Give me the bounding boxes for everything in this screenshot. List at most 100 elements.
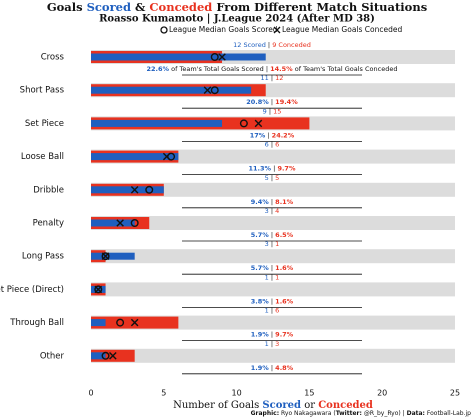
separator: |	[271, 74, 273, 82]
median-scored-marker	[130, 218, 139, 227]
background-bar	[91, 315, 455, 330]
title-part: Conceded	[149, 0, 212, 14]
conceded-count: 1	[275, 240, 279, 248]
conceded-count: 1	[275, 273, 279, 281]
category-label: Dribble	[33, 185, 64, 195]
x-tick-label: 10	[232, 389, 242, 398]
count-annotation: 11 | 12	[261, 74, 284, 82]
conceded-share: 14.5%	[270, 65, 293, 73]
legend-label: League Median Goals Conceded	[282, 25, 402, 34]
title-part: From Different Match Situations	[212, 0, 427, 14]
scored-share: 1.9%	[251, 331, 270, 339]
background-bar	[91, 149, 455, 164]
separator: |	[266, 65, 268, 73]
scored-share: 17%	[250, 131, 266, 139]
separator: |	[271, 198, 273, 206]
conceded-count: 6	[275, 307, 279, 315]
x-label-part: Conceded	[318, 400, 373, 411]
separator: |	[269, 107, 271, 115]
median-conceded-marker	[203, 86, 212, 94]
median-conceded-marker	[254, 119, 263, 128]
caption-part: @R_by_Ryo) |	[362, 410, 407, 417]
category-label: Other	[40, 351, 65, 361]
category-label: Loose Ball	[21, 152, 64, 162]
x-label-part: or	[301, 400, 318, 411]
x-label-part: Scored	[262, 400, 301, 411]
conceded-count: 4	[275, 207, 279, 215]
count-annotation: 5 | 5	[265, 174, 280, 182]
scored-share: 1.9%	[251, 364, 270, 372]
legend-circle	[160, 26, 168, 34]
scored-count: 9	[263, 107, 267, 115]
separator: |	[271, 307, 273, 315]
scored-count: 1	[265, 340, 269, 348]
share-annotation: 22.6% of Team's Total Goals Scored | 14.…	[147, 65, 398, 73]
share-annotation: 5.7% | 6.5%	[251, 231, 294, 239]
separator: |	[271, 174, 273, 182]
count-annotation: 6 | 6	[265, 141, 280, 149]
scored-count: 11	[261, 74, 269, 82]
median-scored-marker	[94, 285, 103, 294]
scored-bar	[91, 319, 106, 327]
conceded-share: 4.8%	[275, 364, 294, 372]
scored-share: 5.7%	[251, 264, 270, 272]
median-scored-marker	[101, 252, 110, 261]
separator: |	[271, 240, 273, 248]
chart-subtitle: Roasso Kumamoto | J.League 2024 (After M…	[99, 14, 375, 25]
share-annotation: 3.8% | 1.6%	[251, 297, 294, 305]
title-part: Goals	[47, 0, 87, 14]
count-annotation: 1 | 6	[265, 307, 280, 315]
separator: |	[273, 165, 275, 173]
x-tick-label: 15	[304, 389, 314, 398]
separator: |	[271, 98, 273, 106]
share-annotation: 20.8% | 19.4%	[246, 98, 298, 106]
separator: |	[268, 41, 270, 49]
scored-bar	[91, 53, 266, 61]
scored-count: 6	[265, 141, 269, 149]
category-label: Penalty	[33, 219, 64, 229]
legend-label: League Median Goals Scored	[169, 25, 278, 34]
median-conceded-marker	[101, 252, 110, 260]
scored-bar	[91, 252, 135, 260]
median-scored-marker	[101, 351, 110, 360]
conceded-share: 1.6%	[275, 297, 294, 305]
median-scored-marker	[116, 318, 125, 327]
conceded-count: 6	[275, 141, 279, 149]
scored-bar	[91, 219, 135, 227]
median-conceded-marker	[116, 219, 124, 227]
median-conceded-marker	[94, 285, 103, 294]
scored-count: 12	[233, 41, 241, 49]
median-conceded-marker	[130, 318, 139, 327]
median-conceded-marker	[130, 186, 139, 194]
conceded-share: 9.7%	[275, 331, 294, 339]
separator: |	[271, 297, 273, 305]
share-annotation: 5.7% | 1.6%	[251, 264, 294, 272]
background-bar	[91, 348, 455, 363]
share-note: of Team's Total Goals Conceded	[295, 65, 398, 73]
x-tick-label: 0	[88, 389, 93, 398]
scored-bar	[91, 153, 179, 161]
share-annotation: 11.3% | 9.7%	[249, 165, 296, 173]
background-bar	[91, 216, 455, 230]
conceded-share: 8.1%	[275, 198, 294, 206]
median-conceded-marker	[162, 152, 171, 161]
scored-bar	[91, 86, 252, 94]
scored-count: 3	[265, 207, 269, 215]
separator: |	[271, 340, 273, 348]
conceded-count: 3	[275, 340, 279, 348]
share-annotation: 17% | 24.2%	[250, 131, 295, 139]
count-annotation: 1 | 3	[265, 340, 280, 348]
caption-part: Football-Lab.jp	[425, 410, 471, 417]
separator: |	[267, 131, 269, 139]
legend-x	[273, 26, 281, 34]
x-tick-label: 20	[377, 389, 387, 398]
separator: |	[271, 141, 273, 149]
scored-count: 5	[265, 174, 269, 182]
separator: |	[271, 264, 273, 272]
median-scored-marker	[210, 86, 219, 95]
scored-bar	[91, 119, 223, 127]
median-scored-marker	[167, 152, 176, 161]
share-note: of Team's Total Goals Scored	[171, 65, 264, 73]
caption-part: Ryo Nakagawara (	[279, 410, 336, 417]
